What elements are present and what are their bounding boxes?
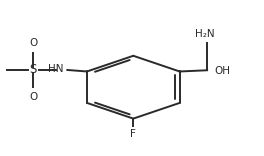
Text: F: F (130, 129, 136, 139)
Text: S: S (30, 63, 37, 76)
Text: O: O (29, 38, 37, 48)
Text: O: O (29, 92, 37, 102)
Text: OH: OH (214, 66, 230, 76)
Text: H₂N: H₂N (195, 29, 214, 39)
Text: HN: HN (48, 64, 63, 74)
